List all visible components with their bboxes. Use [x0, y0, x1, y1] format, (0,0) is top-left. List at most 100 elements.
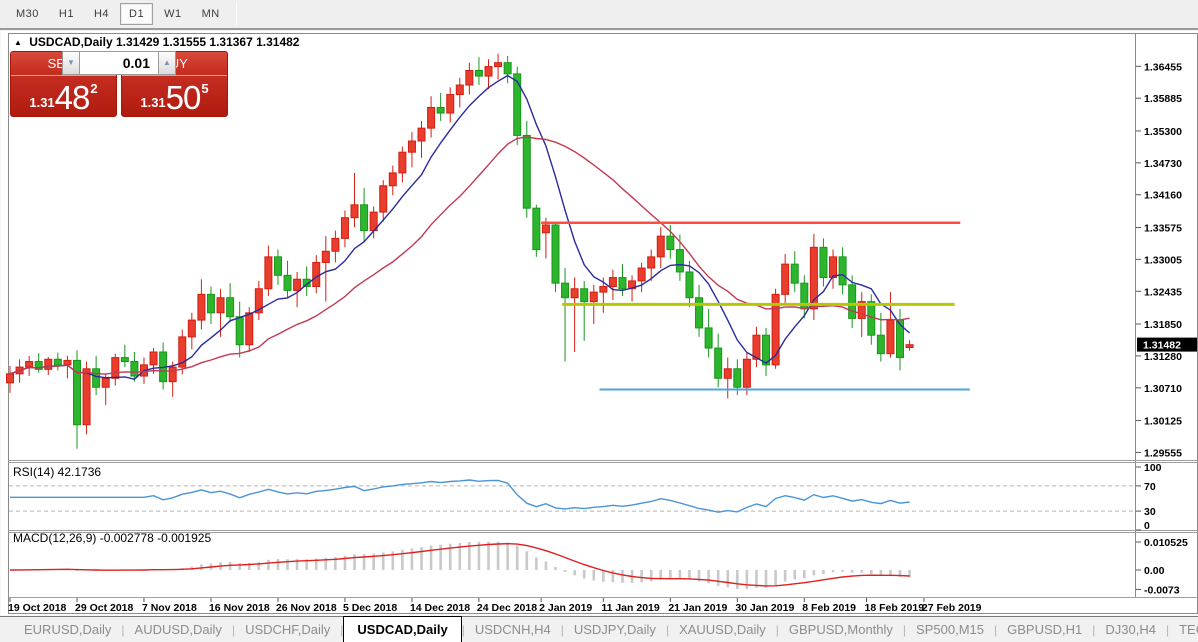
date-tick-label: 19 Oct 2018 [8, 602, 67, 614]
candle-body [829, 256, 838, 279]
candle-body [752, 334, 761, 360]
candle-body [72, 359, 81, 426]
candle-body [331, 237, 340, 252]
timeframe-toolbar: M30 H1 H4 D1 W1 MN [0, 0, 1198, 30]
candle-body [25, 361, 34, 368]
price-tick-label: 1.33005 [1144, 254, 1182, 266]
tab-divider: | [665, 622, 670, 637]
current-price-label: 1.31482 [1143, 340, 1181, 352]
candle-body [92, 368, 101, 388]
candle-body [580, 288, 589, 303]
date-tick-label: 29 Oct 2018 [75, 602, 134, 614]
rsi-tick-label: 0 [1144, 520, 1150, 532]
date-tick-label: 18 Feb 2019 [865, 602, 925, 614]
candle-body [494, 62, 503, 68]
macd-pane-label: MACD(12,26,9) -0.002778 -0.001925 [13, 531, 212, 545]
price-tick-label: 1.30710 [1144, 383, 1182, 395]
candle-body [417, 127, 426, 142]
macd-tick-label: 0.00 [1144, 565, 1165, 577]
ma-fast-line [9, 74, 911, 380]
candle-body [245, 312, 254, 346]
candle-body [771, 293, 780, 366]
candle-body [628, 280, 637, 290]
chart-tab-audusd-daily[interactable]: AUDUSD,Daily [134, 622, 222, 637]
timeframe-button-h4[interactable]: H4 [93, 8, 110, 20]
candle-body [742, 358, 751, 388]
tab-divider: | [461, 622, 465, 637]
candle-body [379, 185, 388, 213]
tab-divider: | [231, 622, 236, 637]
timeframe-button-mn[interactable]: MN [201, 8, 220, 20]
volume-stepper: ▼ ▲ [62, 51, 176, 75]
price-tick-label: 1.35300 [1144, 126, 1182, 138]
chart-tab-usdchf-daily[interactable]: USDCHF,Daily [245, 622, 331, 637]
chart-tab-usdcnh-h4[interactable]: USDCNH,H4 [474, 622, 551, 637]
candle-body [790, 263, 799, 284]
volume-input[interactable] [80, 51, 158, 75]
one-click-trade-widget: SELL 1.31 48 2 BUY 1.31 50 5 ▼ ▲ [10, 51, 228, 117]
timeframe-button-h1[interactable]: H1 [58, 8, 74, 20]
buy-price-big: 50 [165, 79, 202, 116]
candle-body [283, 274, 292, 291]
chart-tab-usdjpy-daily[interactable]: USDJPY,Daily [573, 622, 656, 637]
candle-body [6, 373, 14, 384]
candle-body [197, 293, 206, 321]
buy-price-pip: 5 [201, 81, 209, 96]
price-tick-label: 1.32435 [1144, 286, 1182, 298]
candle-body [398, 151, 407, 174]
price-tick-label: 1.34730 [1144, 158, 1182, 170]
candle-body [857, 301, 866, 319]
volume-decrease-button[interactable]: ▼ [62, 51, 80, 75]
chart-tab-sp500-m15[interactable]: SP500,M15 [916, 622, 984, 637]
candle-body [44, 358, 53, 370]
price-tick-label: 1.35885 [1144, 93, 1182, 105]
toolbar-separator [235, 3, 237, 25]
timeframe-button-m30[interactable]: M30 [16, 8, 39, 20]
candle-body [130, 361, 139, 377]
candle-body [264, 256, 273, 290]
ma-slow-line [9, 136, 910, 375]
tab-divider: | [902, 622, 907, 637]
chart-title: ▲ USDCAD,Daily 1.31429 1.31555 1.31367 1… [14, 35, 299, 49]
candle-body [695, 297, 704, 329]
chart-canvas: 1.36455 1.35885 1.35300 1.34730 1.34160 1.335… [0, 30, 1198, 616]
volume-increase-button[interactable]: ▲ [158, 51, 176, 75]
candle-body [781, 263, 790, 295]
candle-body [896, 319, 905, 359]
chart-tab-eurusd-daily[interactable]: EURUSD,Daily [24, 622, 112, 637]
chart-tab-gbpusd-h1[interactable]: GBPUSD,H1 [1007, 622, 1083, 637]
macd-tick-label: -0.0073 [1144, 584, 1180, 596]
date-tick-label: 26 Nov 2018 [276, 602, 337, 614]
chart-tab-usdcad-daily[interactable]: USDCAD,Daily [343, 616, 462, 642]
candle-body [350, 204, 359, 219]
date-tick-label: 7 Nov 2018 [142, 602, 197, 614]
collapse-triangle-icon[interactable]: ▲ [14, 38, 22, 47]
timeframe-button-d1[interactable]: D1 [120, 3, 154, 25]
date-tick-label: 11 Jan 2019 [601, 602, 660, 614]
buy-price-prefix: 1.31 [140, 95, 166, 110]
candle-body [656, 235, 665, 258]
candle-body [149, 351, 158, 366]
rsi-pane-label: RSI(14) 42.1736 [13, 465, 102, 479]
rsi-tick-label: 30 [1144, 506, 1156, 518]
tab-divider: | [775, 622, 779, 637]
chart-tab-tech100-h1[interactable]: TECH100,H1 [1179, 622, 1198, 637]
candle-body [465, 69, 474, 86]
candle-body [187, 319, 196, 338]
candle-body [455, 84, 464, 96]
timeframe-button-w1[interactable]: W1 [164, 8, 182, 20]
candle-body [848, 284, 857, 319]
date-tick-label: 14 Dec 2018 [410, 602, 470, 614]
candle-body [120, 357, 129, 363]
chart-symbol-label: USDCAD,Daily [29, 35, 113, 49]
candle-body [551, 224, 560, 284]
sell-price-big: 48 [54, 79, 91, 116]
date-tick-label: 16 Nov 2018 [209, 602, 270, 614]
tab-divider: | [1165, 622, 1170, 637]
chart-tab-gbpusd-monthly[interactable]: GBPUSD,Monthly [788, 622, 893, 637]
price-tick-label: 1.33575 [1144, 222, 1182, 234]
candle-body [905, 344, 914, 349]
chart-tab-dj30-h4[interactable]: DJ30,H4 [1105, 622, 1156, 637]
chart-tab-xauusd-daily[interactable]: XAUUSD,Daily [679, 622, 766, 637]
candle-body [312, 261, 321, 288]
